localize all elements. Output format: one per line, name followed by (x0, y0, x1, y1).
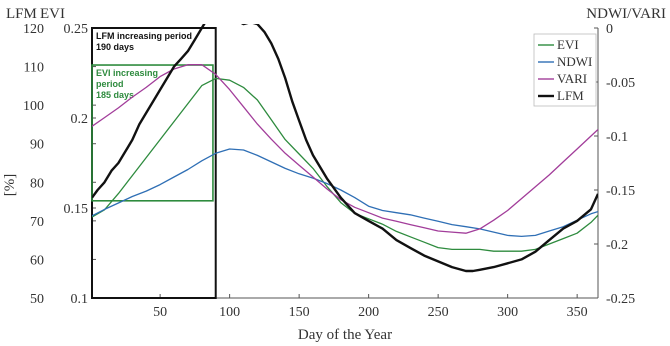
lfm-tick-label: 100 (23, 99, 44, 114)
legend-label: EVI (557, 37, 579, 52)
x-tick-label: 350 (567, 305, 588, 320)
x-tick-label: 200 (358, 305, 379, 320)
x-tick-label: 50 (153, 305, 167, 320)
series-line-lfm (92, 24, 598, 273)
legend: EVI NDWI VARI LFM (533, 33, 597, 107)
evi-tick-label: 0.15 (64, 202, 89, 217)
lfm-tick-label: 70 (30, 215, 44, 230)
lfm-tick-label: 90 (30, 138, 44, 153)
legend-label: LFM (557, 88, 584, 103)
legend-label: VARI (557, 71, 587, 86)
lfm-axis-title: LFM (6, 6, 37, 22)
series-line-vari (92, 64, 598, 234)
x-axis-label: Day of the Year (298, 327, 392, 343)
evi-tick-label: 0.1 (71, 292, 89, 307)
y-unit-label: [%] (2, 174, 18, 197)
annotation-text: 185 days (96, 90, 134, 100)
annotation-text: period (96, 79, 124, 89)
evi-tick-label: 0.2 (71, 112, 89, 127)
right-tick-label: -0.25 (606, 292, 635, 307)
annotation-text: EVI increasing (96, 68, 158, 78)
series-line-ndwi (92, 148, 598, 238)
legend-label: NDWI (557, 54, 592, 69)
lfm-tick-label: 110 (24, 61, 44, 76)
x-tick-label: 250 (428, 305, 449, 320)
right-tick-label: -0.05 (606, 76, 635, 91)
legend-box (533, 33, 597, 107)
lfm-tick-label: 50 (30, 292, 44, 307)
x-tick-label: 150 (289, 305, 310, 320)
annotation-box (91, 64, 214, 202)
lfm-tick-label: 120 (23, 22, 44, 37)
series-line-evi (92, 77, 598, 252)
annotation-text: LFM increasing period (96, 31, 192, 41)
right-tick-label: -0.1 (606, 130, 628, 145)
annotation-text: 190 days (96, 42, 134, 52)
right-tick-label: 0 (606, 22, 613, 37)
evi-tick-label: 0.25 (64, 22, 89, 37)
x-tick-label: 300 (497, 305, 518, 320)
lfm-tick-label: 60 (30, 253, 44, 268)
right-tick-label: -0.2 (606, 238, 628, 253)
right-tick-label: -0.15 (606, 184, 635, 199)
evi-axis-title: EVI (40, 6, 65, 22)
x-tick-label: 100 (219, 305, 240, 320)
right-axis-title: NDWI/VARI (586, 6, 666, 22)
lfm-tick-label: 80 (30, 176, 44, 191)
